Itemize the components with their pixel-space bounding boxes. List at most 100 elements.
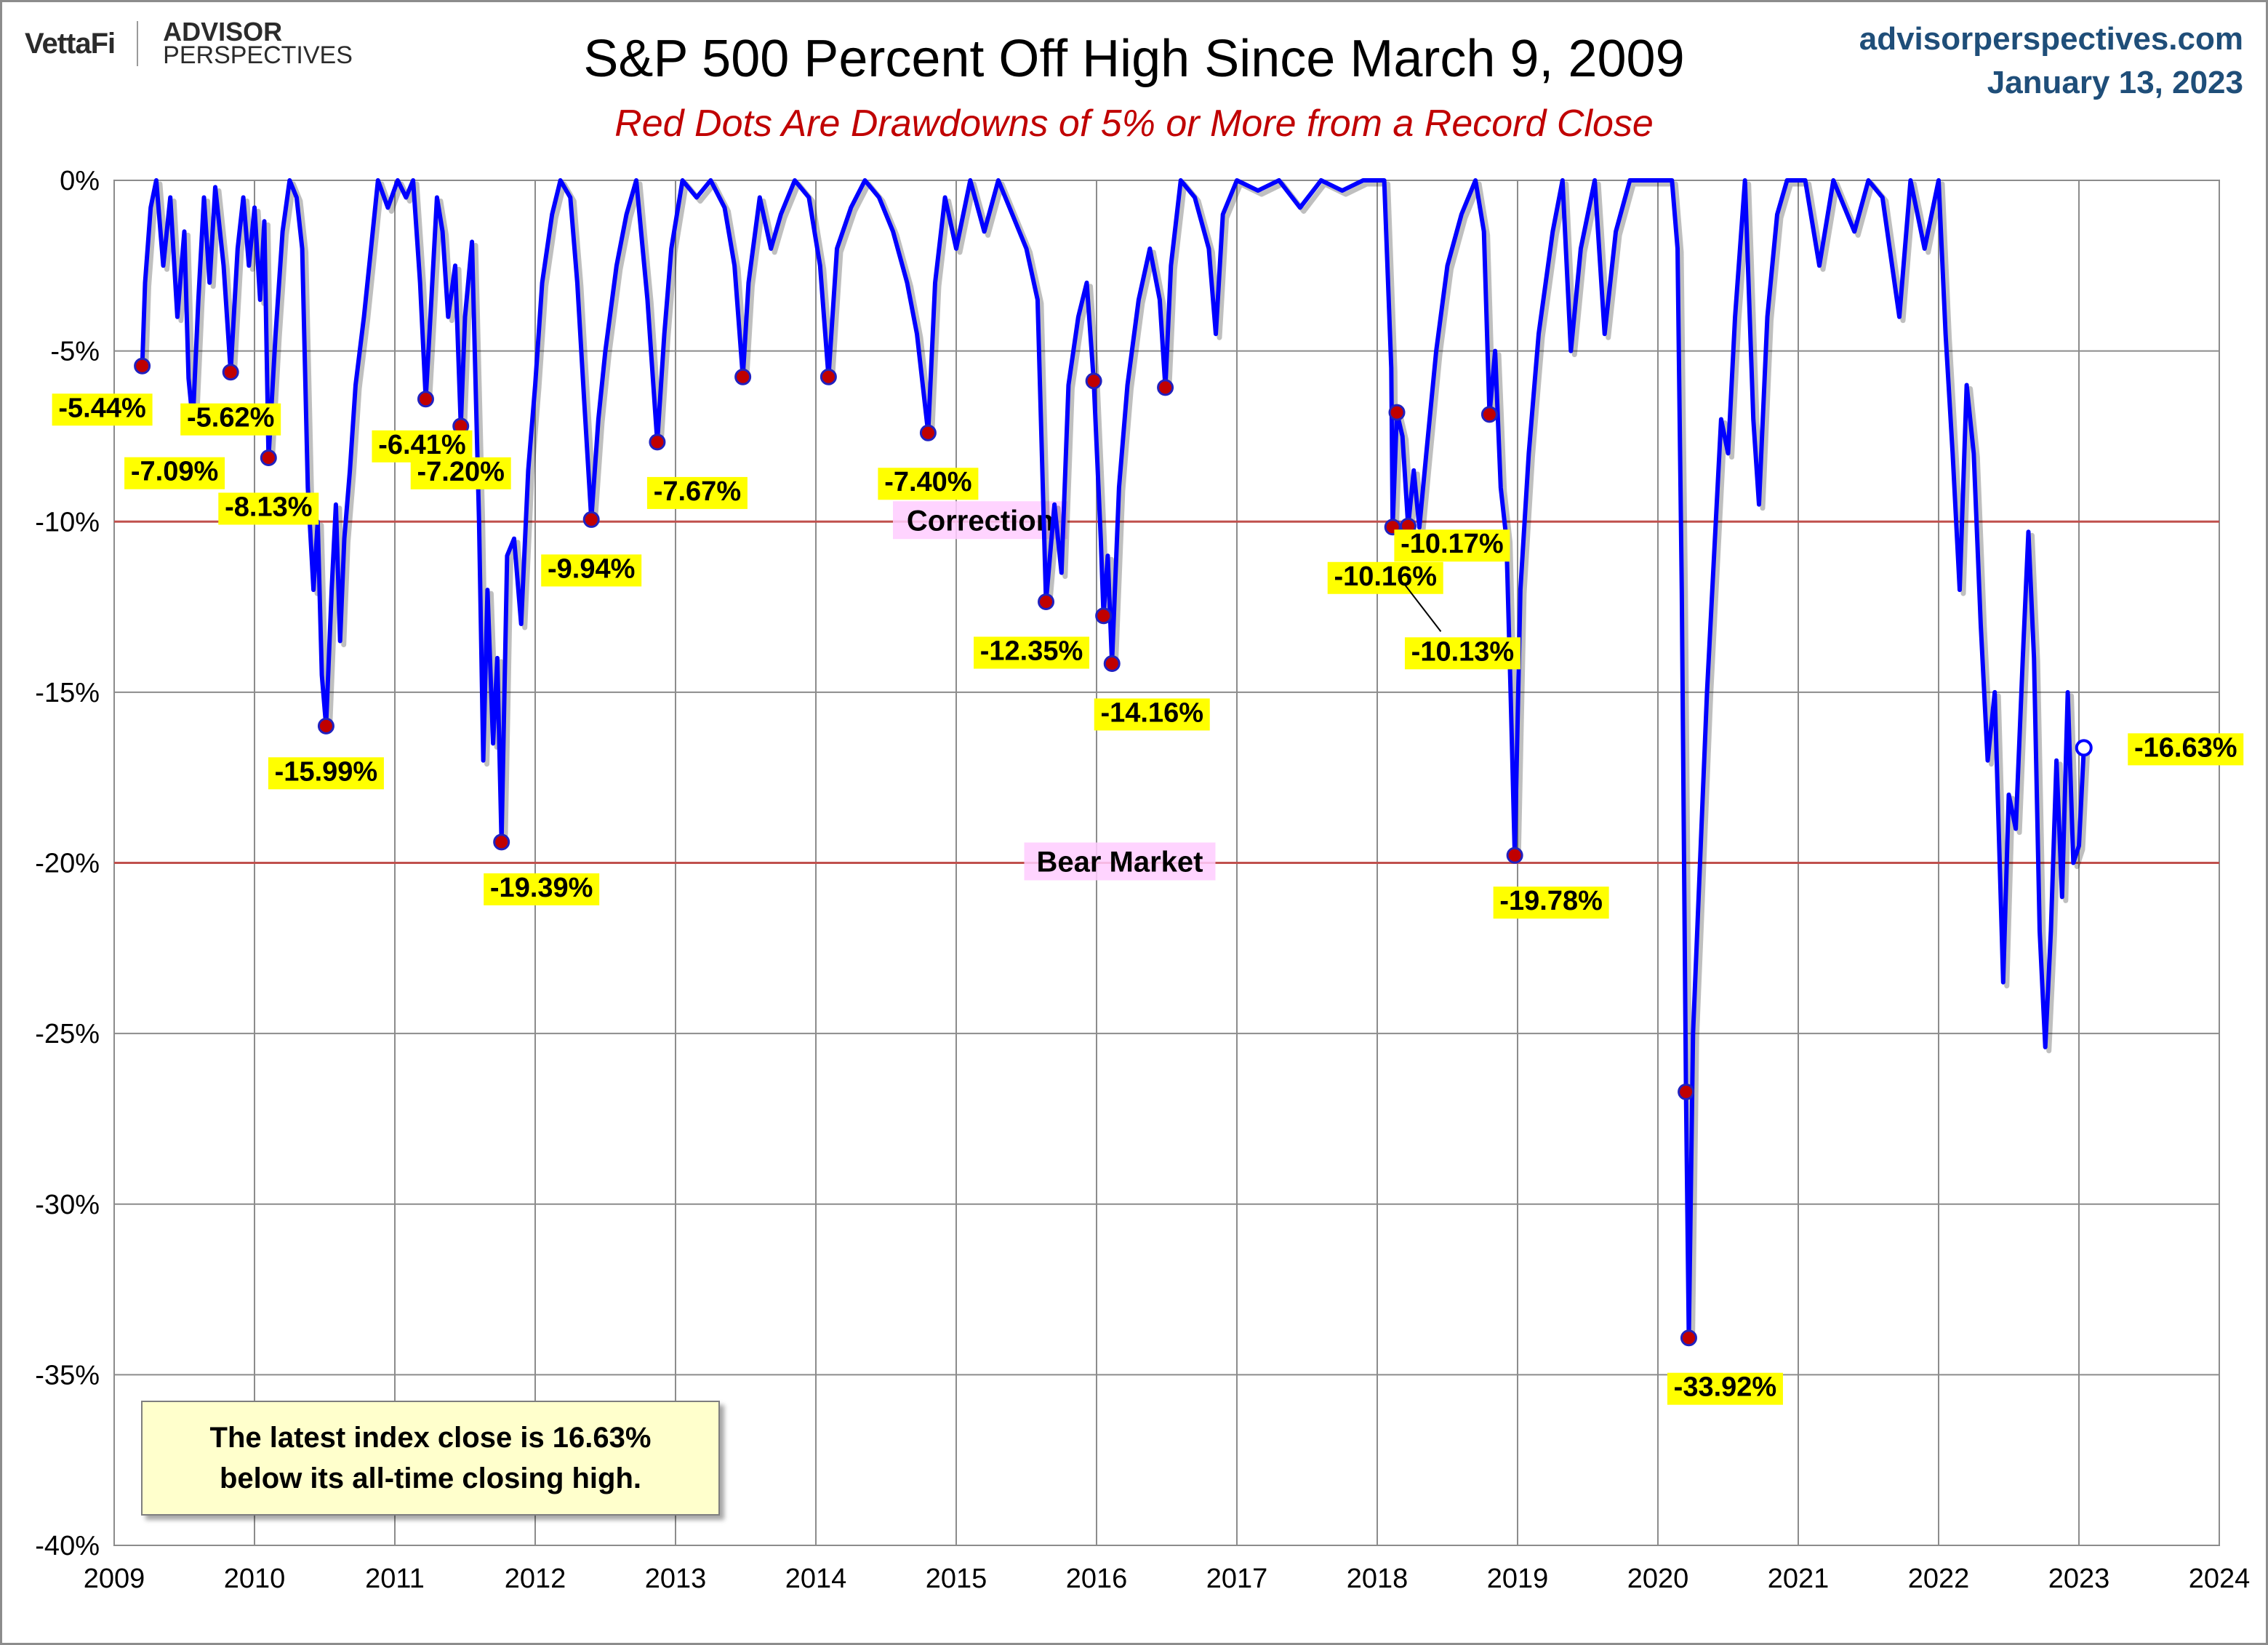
y-tick-label: -30% — [35, 1190, 100, 1220]
drawdown-dots — [134, 357, 2093, 1347]
drawdown-label: -19.39% — [490, 873, 593, 903]
drawdown-labels: -5.44%-7.09%-5.62%-8.13%-15.99%-6.41%-7.… — [52, 393, 2244, 1405]
drawdown-dot — [1388, 404, 1406, 421]
drawdown-label-bg — [484, 873, 600, 905]
drawdown-label-bg — [1667, 1372, 1783, 1405]
logo-advisor-perspectives: ADVISOR PERSPECTIVES — [163, 17, 353, 69]
source-block: advisorperspectives.com January 13, 2023 — [1859, 17, 2243, 105]
x-tick-label: 2022 — [1908, 1564, 1970, 1594]
drawdown-label-bg — [1394, 529, 1510, 562]
drawdown-label-bg — [268, 757, 384, 790]
reference-label-bg — [1024, 842, 1216, 881]
reference-label: Correction — [907, 505, 1054, 537]
note-line-2: below its all-time closing high. — [219, 1462, 642, 1494]
drawdown-dot — [1103, 655, 1121, 672]
site-url: advisorperspectives.com — [1859, 21, 2243, 57]
series-shadow — [143, 181, 2091, 1345]
drawdown-label: -9.94% — [548, 553, 635, 584]
drawdown-label: -19.78% — [1499, 886, 1603, 916]
drawdown-label-bg — [372, 430, 473, 463]
drawdown-dot — [1085, 372, 1102, 390]
x-tick-label: 2020 — [1627, 1564, 1689, 1594]
drawdown-label: -12.35% — [980, 636, 1083, 667]
x-axis-tick-labels: 2009 2010 2011 2012 2013 2014 2015 2016 2017 2018… — [84, 1564, 2251, 1594]
drawdown-label: -10.16% — [1334, 561, 1437, 592]
drawdown-dot — [417, 391, 434, 408]
x-tick-label: 2012 — [505, 1564, 566, 1594]
drawdown-dot — [1506, 846, 1523, 864]
logo-ap-top: ADVISOR — [163, 17, 283, 47]
note-line-1: The latest index close is 16.63% — [209, 1422, 652, 1454]
drawdown-label: -15.99% — [275, 756, 378, 787]
x-tick-label: 2014 — [785, 1564, 847, 1594]
drawdown-dot — [260, 449, 277, 467]
x-tick-label: 2013 — [645, 1564, 707, 1594]
x-tick-label: 2021 — [1768, 1564, 1830, 1594]
drawdown-label-bg — [974, 636, 1090, 669]
chart-subtitle: Red Dots Are Drawdowns of 5% or More fro… — [614, 103, 1654, 145]
x-tick-label: 2017 — [1206, 1564, 1268, 1594]
logo-vettafi-text: VettaFi — [25, 27, 116, 60]
drawdown-label-bg — [124, 457, 225, 489]
drawdown-label: -5.44% — [58, 393, 145, 423]
logo-ap-bottom: PERSPECTIVES — [163, 41, 353, 69]
drawdown-label-bg — [878, 468, 979, 500]
drawdown-dot — [1038, 593, 1055, 611]
x-tick-label: 2023 — [2048, 1564, 2110, 1594]
drawdown-dot — [734, 368, 752, 385]
series-line — [140, 178, 2086, 1340]
series-line-group — [140, 178, 2091, 1345]
drawdown-dot — [919, 424, 937, 441]
x-tick-label: 2010 — [224, 1564, 286, 1594]
y-tick-label: -15% — [35, 678, 100, 708]
chart-title: S&P 500 Percent Off High Since March 9, … — [583, 30, 1685, 88]
reference-lines: Correction Bear Market — [114, 501, 2219, 881]
drawdown-dot — [1157, 379, 1174, 396]
drawdown-label: -33.92% — [1674, 1372, 1777, 1403]
drawdown-label-bg — [1094, 698, 1210, 731]
drawdown-dot — [1095, 607, 1113, 625]
drawdown-dot — [317, 717, 334, 735]
y-tick-label: -5% — [50, 337, 100, 367]
drawdown-label: -7.20% — [417, 457, 505, 487]
x-tick-label: 2011 — [365, 1564, 425, 1594]
latest-close-note: The latest index close is 16.63% below i… — [141, 1401, 720, 1516]
latest-label-bg — [2128, 733, 2244, 766]
x-tick-label: 2024 — [2189, 1564, 2251, 1594]
drawdown-label-bg — [410, 457, 511, 489]
drawdown-dot — [493, 833, 510, 851]
x-tick-label: 2009 — [84, 1564, 145, 1594]
drawdown-label-bg — [646, 476, 748, 509]
drawdown-dot — [134, 357, 151, 375]
drawdown-dot — [582, 511, 600, 528]
drawdown-label: -10.13% — [1411, 636, 1515, 667]
drawdown-dot — [649, 433, 666, 451]
drawdown-label: -7.09% — [131, 457, 218, 487]
drawdown-label: -7.40% — [884, 467, 971, 497]
y-axis-tick-labels: 0% -5% -10% -15% -20% -25% -30% -35% -40% — [35, 166, 100, 1561]
drawdown-label: -5.62% — [187, 403, 274, 433]
drawdown-label: -8.13% — [225, 492, 312, 523]
y-tick-label: -40% — [35, 1531, 100, 1561]
leader-line — [1403, 583, 1442, 632]
latest-label: -16.63% — [2134, 732, 2237, 763]
y-tick-label: -20% — [35, 849, 100, 879]
reference-label: Bear Market — [1036, 846, 1203, 878]
y-tick-label: 0% — [60, 166, 100, 196]
drawdown-label: -10.17% — [1401, 529, 1504, 559]
drawdown-label-bg — [1493, 886, 1609, 919]
drawdown-label: -14.16% — [1100, 697, 1203, 728]
vettafi-logo: VettaFi ADVISOR PERSPECTIVES — [25, 17, 353, 69]
x-tick-label: 2019 — [1487, 1564, 1549, 1594]
chart-date: January 13, 2023 — [1987, 65, 2243, 100]
drawdown-dot — [222, 364, 239, 381]
drawdown-dot — [1678, 1083, 1695, 1100]
drawdown-dot — [820, 368, 837, 385]
logo-divider — [137, 21, 139, 66]
reference-label-bg — [893, 501, 1067, 540]
drawdown-label: -7.67% — [654, 476, 741, 507]
drawdown-label-bg — [218, 492, 319, 525]
drawdown-label: -6.41% — [378, 430, 465, 460]
